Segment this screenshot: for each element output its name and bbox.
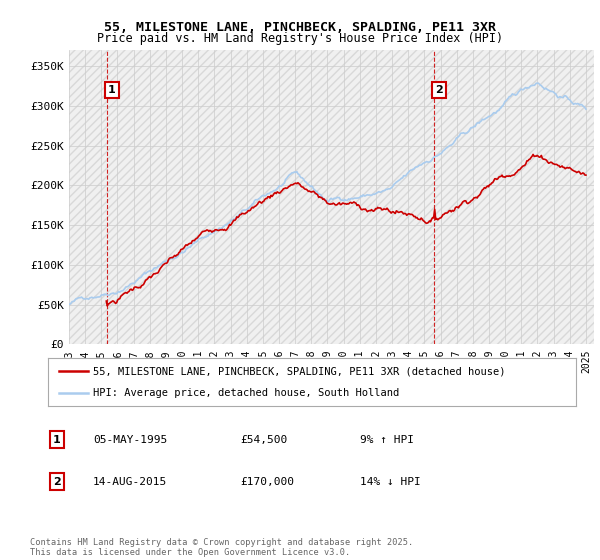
Text: 55, MILESTONE LANE, PINCHBECK, SPALDING, PE11 3XR (detached house): 55, MILESTONE LANE, PINCHBECK, SPALDING,… bbox=[93, 366, 505, 376]
Text: 05-MAY-1995: 05-MAY-1995 bbox=[93, 435, 167, 445]
Text: £170,000: £170,000 bbox=[240, 477, 294, 487]
Text: 2: 2 bbox=[436, 85, 443, 95]
Text: 2: 2 bbox=[53, 477, 61, 487]
Text: Contains HM Land Registry data © Crown copyright and database right 2025.
This d: Contains HM Land Registry data © Crown c… bbox=[30, 538, 413, 557]
Text: £54,500: £54,500 bbox=[240, 435, 287, 445]
Text: 9% ↑ HPI: 9% ↑ HPI bbox=[360, 435, 414, 445]
Text: HPI: Average price, detached house, South Holland: HPI: Average price, detached house, Sout… bbox=[93, 388, 399, 398]
Text: 55, MILESTONE LANE, PINCHBECK, SPALDING, PE11 3XR: 55, MILESTONE LANE, PINCHBECK, SPALDING,… bbox=[104, 21, 496, 34]
Text: 14-AUG-2015: 14-AUG-2015 bbox=[93, 477, 167, 487]
Text: Price paid vs. HM Land Registry's House Price Index (HPI): Price paid vs. HM Land Registry's House … bbox=[97, 32, 503, 45]
Text: 1: 1 bbox=[53, 435, 61, 445]
Text: 1: 1 bbox=[108, 85, 116, 95]
Text: 14% ↓ HPI: 14% ↓ HPI bbox=[360, 477, 421, 487]
